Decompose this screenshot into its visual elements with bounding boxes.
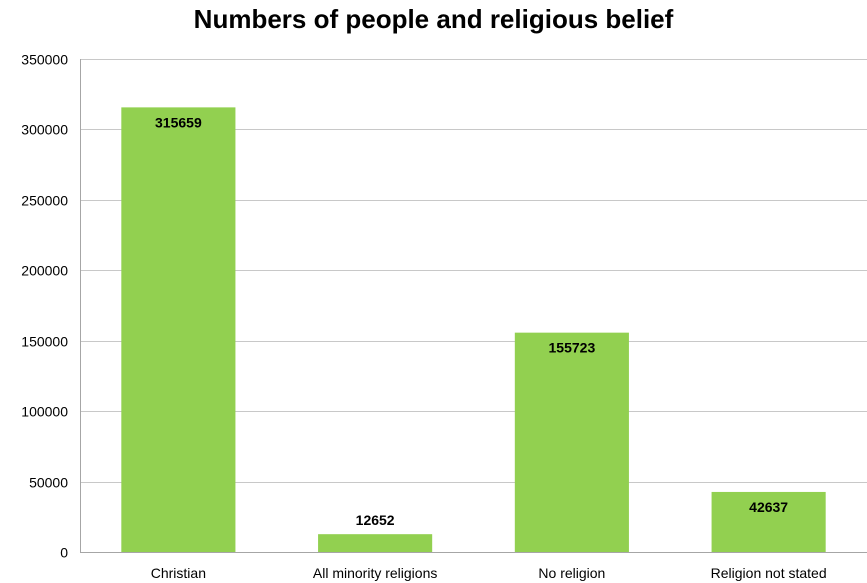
y-tick-label: 100000 bbox=[21, 404, 68, 420]
data-label: 155723 bbox=[549, 340, 596, 356]
x-tick-label: Christian bbox=[151, 565, 206, 581]
bar bbox=[711, 491, 826, 552]
chart-title: Numbers of people and religious belief bbox=[193, 4, 674, 34]
x-tick-label: No religion bbox=[538, 565, 605, 581]
y-tick-label: 350000 bbox=[21, 52, 68, 68]
data-label: 12652 bbox=[356, 512, 395, 528]
data-label: 315659 bbox=[155, 114, 202, 130]
bar bbox=[318, 534, 433, 552]
y-tick-label: 200000 bbox=[21, 263, 68, 279]
bar bbox=[514, 332, 629, 552]
data-label: 42637 bbox=[749, 499, 788, 515]
y-tick-label: 300000 bbox=[21, 122, 68, 138]
x-tick-label: All minority religions bbox=[313, 565, 437, 581]
x-tick-label: Religion not stated bbox=[711, 565, 827, 581]
y-tick-label: 50000 bbox=[29, 475, 68, 491]
y-tick-label: 250000 bbox=[21, 193, 68, 209]
bar bbox=[121, 107, 236, 552]
y-tick-label: 0 bbox=[60, 545, 68, 561]
y-tick-label: 150000 bbox=[21, 334, 68, 350]
